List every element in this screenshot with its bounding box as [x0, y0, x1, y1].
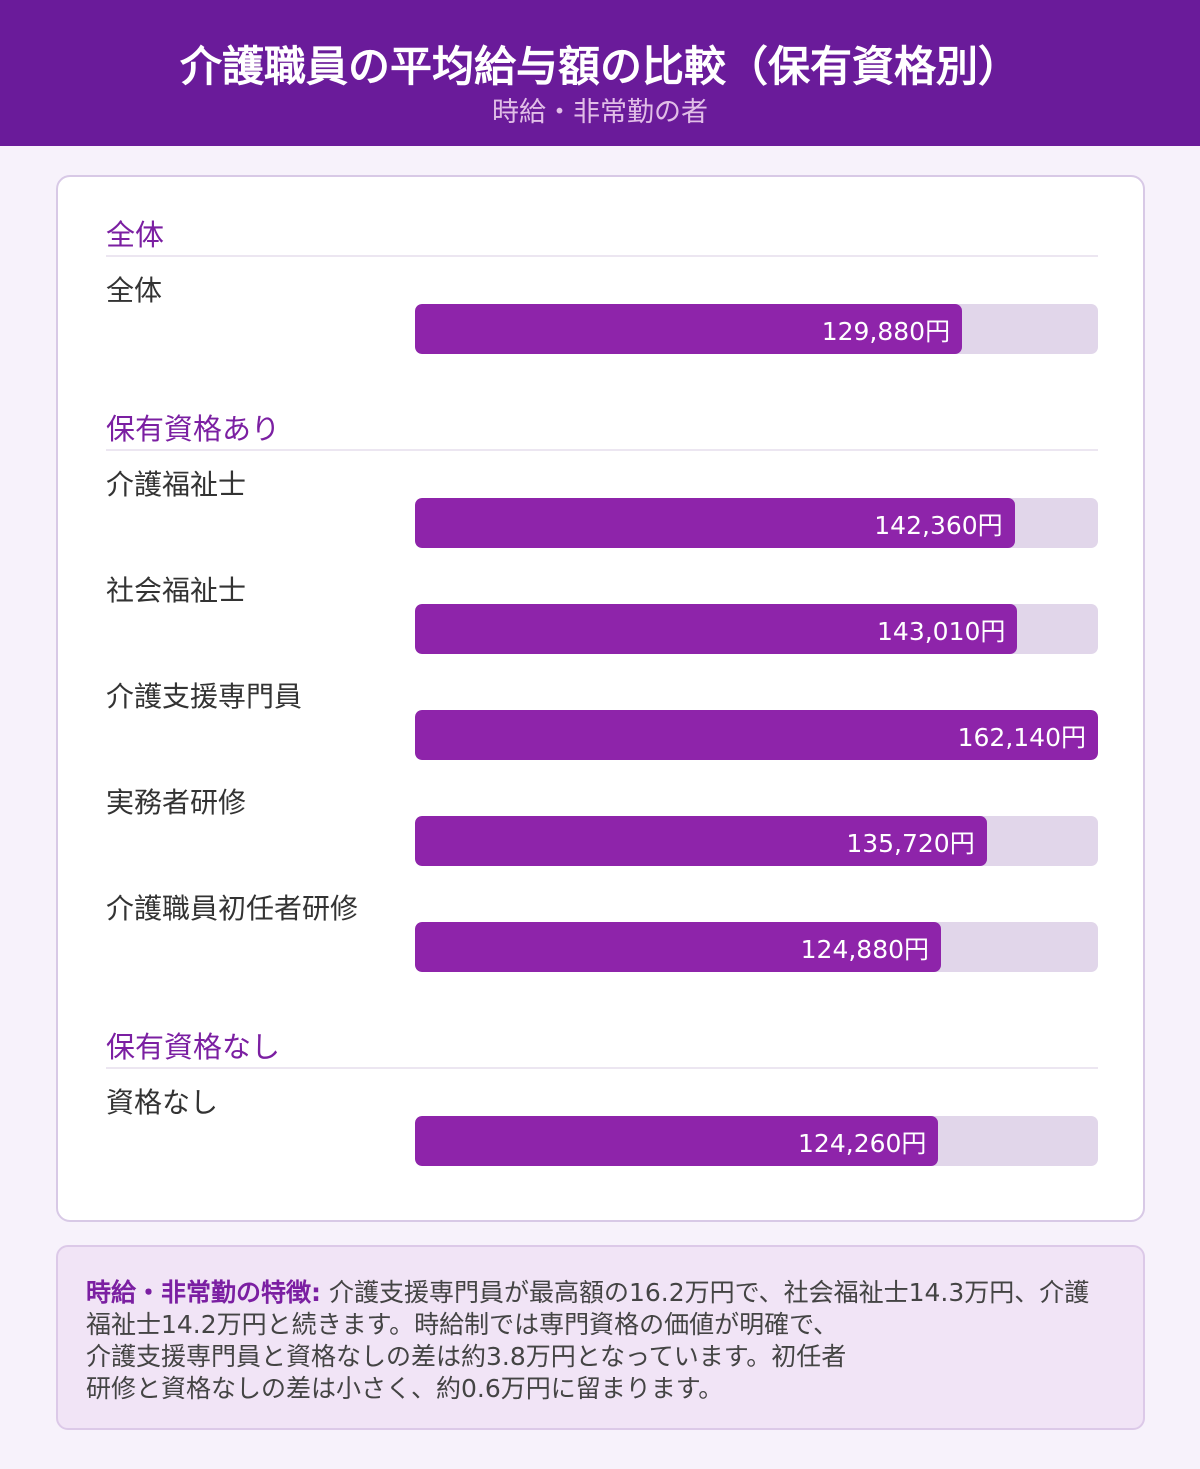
bar: 162,140円 — [415, 710, 1098, 760]
bar-track: 129,880円 — [415, 304, 1098, 354]
bar: 142,360円 — [415, 498, 1015, 548]
header-banner: 介護職員の平均給与額の比較（保有資格別） 時給・非常勤の者 — [0, 0, 1200, 146]
bar-value-label: 124,260円 — [798, 1129, 927, 1158]
note-line: 介護支援専門員が最高額の16.2万円で、社会福祉士14.3万円、介護 — [321, 1278, 1090, 1307]
bar: 143,010円 — [415, 604, 1018, 654]
page-title: 介護職員の平均給与額の比較（保有資格別） — [179, 42, 1020, 91]
bar: 124,260円 — [415, 1116, 939, 1166]
note-heading: 時給・非常勤の特徴: — [86, 1278, 321, 1307]
bar-value-label: 124,880円 — [800, 935, 930, 964]
bar-track: 143,010円 — [415, 604, 1098, 654]
bar-value-label: 143,010円 — [877, 617, 1006, 646]
bar-track: 162,140円 — [415, 710, 1098, 760]
bar-label: 介護職員初任者研修 — [106, 892, 359, 925]
bar-track: 142,360円 — [415, 498, 1098, 548]
bar-label: 介護支援専門員 — [106, 680, 303, 713]
summary-note: 時給・非常勤の特徴: 介護支援専門員が最高額の16.2万円で、社会福祉士14.3… — [56, 1245, 1145, 1430]
bar-value-label: 162,140円 — [957, 723, 1086, 752]
bar-label: 全体 — [106, 274, 163, 307]
bar-value-label: 129,880円 — [821, 317, 951, 346]
bar-label: 介護福祉士 — [106, 468, 247, 501]
bar-track: 124,260円 — [415, 1116, 1098, 1166]
section-title-qualified: 保有資格あり — [106, 409, 1098, 451]
bar: 129,880円 — [415, 304, 963, 354]
page-subtitle: 時給・非常勤の者 — [492, 97, 708, 128]
bar-value-label: 142,360円 — [874, 511, 1003, 540]
bar-label: 社会福祉士 — [106, 574, 247, 607]
note-line: 介護支援専門員と資格なしの差は約3.8万円となっています。初任者 — [86, 1342, 847, 1371]
section-title-overall: 全体 — [106, 215, 1098, 257]
bar: 135,720円 — [415, 816, 987, 866]
section-title-unqualified: 保有資格なし — [106, 1027, 1098, 1069]
bar-track: 124,880円 — [415, 922, 1098, 972]
bar: 124,880円 — [415, 922, 942, 972]
chart-card: 全体 全体 129,880円 保有資格あり 介護福祉士 142,360円 社会福… — [56, 175, 1145, 1222]
bar-label: 実務者研修 — [106, 786, 247, 819]
bar-label: 資格なし — [106, 1086, 219, 1119]
bar-track: 135,720円 — [415, 816, 1098, 866]
note-line: 研修と資格なしの差は小さく、約0.6万円に留まります。 — [86, 1374, 724, 1403]
note-line: 福祉士14.2万円と続きます。時給制では専門資格の価値が明確で、 — [86, 1310, 839, 1339]
bar-value-label: 135,720円 — [846, 829, 975, 858]
